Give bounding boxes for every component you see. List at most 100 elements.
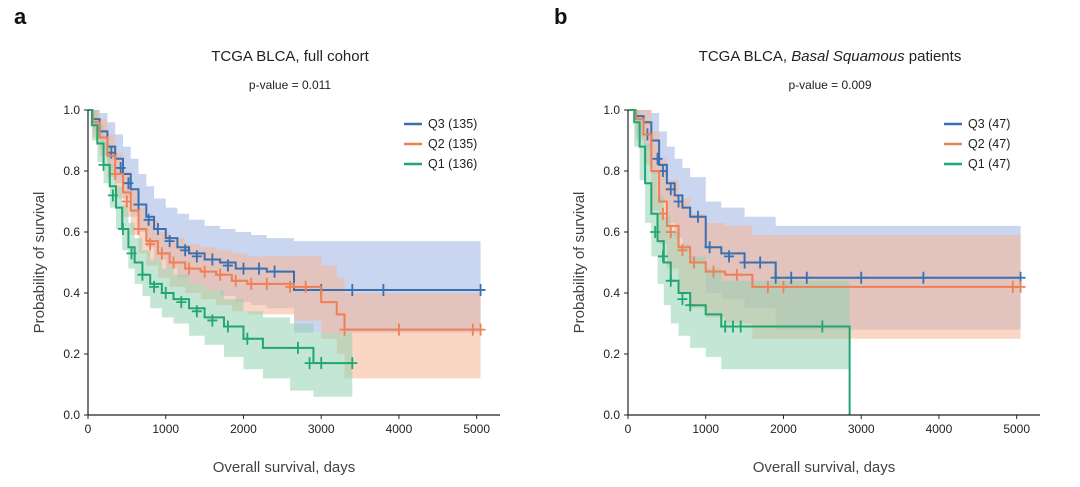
censor-mark-q2 xyxy=(199,265,210,278)
title-italic-text: Basal Squamous xyxy=(791,48,905,65)
x-tick-label: 3000 xyxy=(308,422,335,436)
censor-mark-q1 xyxy=(107,189,118,202)
legend-label-q2: Q2 (135) xyxy=(428,137,477,151)
ci-band-q2 xyxy=(88,110,481,379)
y-tick-label: 0.4 xyxy=(63,286,80,300)
ci-band-q1 xyxy=(628,110,850,370)
panel-label: b xyxy=(554,4,568,29)
censor-mark-q3 xyxy=(692,210,703,223)
censor-mark-q3 xyxy=(123,177,134,190)
x-tick-label: 4000 xyxy=(386,422,413,436)
censor-mark-q3 xyxy=(856,271,867,284)
y-tick-label: 0.6 xyxy=(603,225,620,239)
censor-mark-q2 xyxy=(246,277,257,290)
censor-mark-q2 xyxy=(285,280,296,293)
censor-mark-q1 xyxy=(347,357,358,370)
censor-mark-q2 xyxy=(121,195,132,208)
censor-mark-q3 xyxy=(770,271,781,284)
legend-label-q3: Q3 (135) xyxy=(428,117,477,131)
censor-mark-q2 xyxy=(1015,280,1026,293)
censor-mark-q2 xyxy=(708,265,719,278)
legend-label-q2: Q2 (47) xyxy=(968,137,1010,151)
censor-mark-q1 xyxy=(207,314,218,327)
censor-mark-q3 xyxy=(739,256,750,269)
censor-mark-q2 xyxy=(215,268,226,281)
censor-mark-q2 xyxy=(168,256,179,269)
censor-mark-q1 xyxy=(149,280,160,293)
censor-mark-q2 xyxy=(731,268,742,281)
km-plot-b: 0.0 0.2 0.4 0.6 0.8 1.0 0 1000 2000 3000 4000 5000 O… xyxy=(571,103,1040,476)
censor-mark-q3 xyxy=(673,195,684,208)
censor-mark-q2 xyxy=(762,280,773,293)
legend-label-q3: Q3 (47) xyxy=(968,117,1010,131)
censor-mark-q1 xyxy=(304,357,315,370)
censor-mark-q2 xyxy=(230,274,241,287)
censor-mark-q1 xyxy=(735,320,746,333)
panel-b: b TCGA BLCA, Basal Squamous patients p-v… xyxy=(540,0,1080,487)
censor-mark-q3 xyxy=(143,213,154,226)
censor-mark-q1 xyxy=(242,332,253,345)
censor-mark-q1 xyxy=(292,341,303,354)
censor-mark-q3 xyxy=(704,241,715,254)
censor-mark-q3 xyxy=(475,283,486,296)
censor-mark-q1 xyxy=(191,305,202,318)
censor-mark-q1 xyxy=(117,222,128,235)
censor-mark-q1 xyxy=(817,320,828,333)
y-tick-label: 0.4 xyxy=(603,286,620,300)
y-tick-label: 0.2 xyxy=(603,347,620,361)
censor-mark-q3 xyxy=(665,183,676,196)
p-value-label: p-value = 0.009 xyxy=(788,78,872,92)
censor-mark-q1 xyxy=(98,158,109,171)
y-tick-label: 0.2 xyxy=(63,347,80,361)
censor-mark-q1 xyxy=(650,226,661,238)
censor-mark-q2 xyxy=(689,256,700,269)
title-text: TCGA BLCA, full cohort xyxy=(211,48,369,65)
censor-mark-q3 xyxy=(786,271,797,284)
censor-mark-q3 xyxy=(254,262,265,275)
censor-mark-q3 xyxy=(133,198,144,211)
censor-mark-q3 xyxy=(180,244,191,257)
y-tick-label: 0.6 xyxy=(63,225,80,239)
censor-mark-q1 xyxy=(677,293,688,306)
censor-mark-q1 xyxy=(176,296,187,309)
censor-mark-q2 xyxy=(393,323,404,336)
censor-mark-q1 xyxy=(222,320,233,333)
censor-mark-q3 xyxy=(164,235,175,248)
chart-title: TCGA BLCA, full cohort xyxy=(80,48,500,65)
x-tick-label: 2000 xyxy=(230,422,257,436)
title-suffix-text: patients xyxy=(904,48,962,65)
censor-mark-q2 xyxy=(300,280,311,293)
y-tick-label: 0.0 xyxy=(63,408,80,422)
panel-label: a xyxy=(14,4,27,29)
km-plot-a: 0.0 0.2 0.4 0.6 0.8 1.0 0 1000 2000 3000 4000 5000 O… xyxy=(31,103,500,476)
survival-line-q1 xyxy=(628,109,851,415)
censor-mark-q2 xyxy=(778,280,789,293)
survival-line-q3 xyxy=(628,109,1021,279)
censor-mark-q3 xyxy=(222,259,233,272)
y-tick-label: 1.0 xyxy=(603,103,620,117)
x-tick-label: 3000 xyxy=(848,422,875,436)
censor-mark-q3 xyxy=(207,253,218,266)
panel-a: a TCGA BLCA, full cohort p-value = 0.011… xyxy=(14,4,500,476)
censor-mark-q2 xyxy=(133,222,144,235)
y-axis-label: Probability of survival xyxy=(31,192,48,334)
y-tick-label: 1.0 xyxy=(63,103,80,117)
x-tick-label: 4000 xyxy=(926,422,953,436)
censor-mark-q2 xyxy=(339,323,350,336)
censor-mark-q2 xyxy=(475,323,486,336)
censor-mark-q3 xyxy=(115,161,126,174)
x-tick-label: 0 xyxy=(625,422,632,436)
censor-mark-q1 xyxy=(685,299,696,312)
censor-mark-q2 xyxy=(110,168,121,181)
x-tick-label: 1000 xyxy=(692,422,719,436)
censor-mark-q3 xyxy=(724,250,735,263)
x-axis-label: Overall survival, days xyxy=(753,459,896,476)
censor-mark-q3 xyxy=(152,222,163,235)
p-value-label: p-value = 0.011 xyxy=(248,78,332,92)
censor-mark-q3 xyxy=(191,250,202,263)
x-tick-label: 5000 xyxy=(463,422,490,436)
x-tick-label: 1000 xyxy=(152,422,179,436)
title-text: TCGA BLCA, xyxy=(698,48,792,65)
chart-title: TCGA BLCA, Basal Squamous patients xyxy=(620,48,1040,65)
censor-mark-q1 xyxy=(137,268,148,281)
